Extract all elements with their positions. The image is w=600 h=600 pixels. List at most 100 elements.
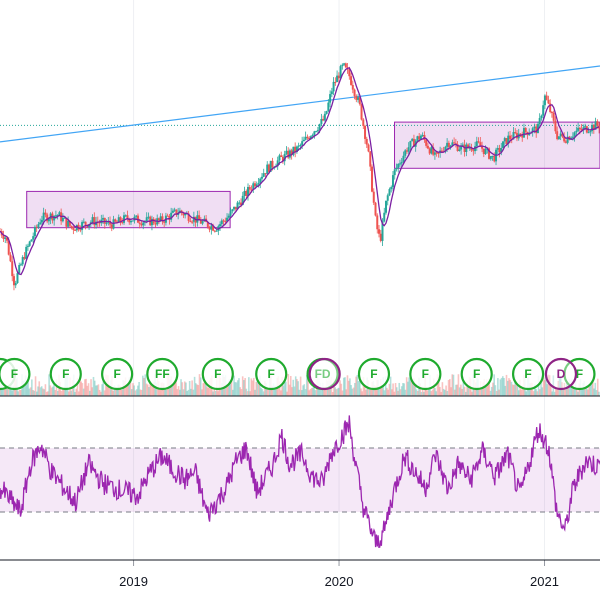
candle-body bbox=[440, 150, 443, 152]
volume-bar bbox=[117, 384, 119, 396]
volume-bar bbox=[423, 391, 425, 396]
volume-bar bbox=[183, 381, 186, 396]
candle-body bbox=[12, 276, 15, 286]
volume-bar bbox=[63, 388, 65, 396]
candle-body bbox=[437, 152, 440, 154]
candle-body bbox=[74, 229, 77, 231]
volume-bar bbox=[159, 389, 161, 396]
volume-bar bbox=[334, 387, 336, 396]
candle-body bbox=[596, 121, 599, 126]
candle-body bbox=[287, 150, 290, 158]
volume-bar bbox=[428, 388, 430, 396]
volume-bar bbox=[444, 389, 446, 396]
volume-bar bbox=[402, 383, 404, 396]
volume-bar bbox=[442, 388, 445, 396]
trendline bbox=[0, 65, 600, 143]
candle-body bbox=[509, 135, 511, 140]
volume-bar bbox=[386, 387, 388, 396]
candle-body bbox=[245, 190, 248, 196]
candle-body bbox=[285, 150, 288, 154]
volume-bar bbox=[185, 382, 187, 396]
volume-bar bbox=[387, 389, 389, 396]
volume-bar bbox=[214, 390, 217, 396]
dividend-marker bbox=[308, 357, 341, 391]
candle-body bbox=[493, 155, 496, 162]
volume-bar bbox=[76, 377, 79, 396]
volume-bar bbox=[497, 378, 499, 396]
volume-bar bbox=[502, 376, 504, 396]
volume-bar bbox=[410, 378, 413, 396]
volume-bar bbox=[457, 374, 460, 396]
volume-bar bbox=[127, 383, 129, 396]
candle-body bbox=[358, 97, 361, 105]
volume-bar bbox=[595, 390, 598, 396]
candle-body bbox=[297, 145, 300, 147]
candle-body bbox=[390, 187, 393, 190]
volume-bar bbox=[441, 382, 444, 396]
candle-body bbox=[371, 166, 374, 192]
candle-body bbox=[40, 219, 43, 223]
candle-body bbox=[388, 189, 391, 196]
candle-body bbox=[91, 217, 94, 223]
volume-bar bbox=[494, 385, 497, 396]
candle-body bbox=[168, 216, 171, 220]
candle-body bbox=[343, 63, 346, 65]
candle-body bbox=[540, 115, 543, 119]
volume-bar bbox=[309, 389, 312, 396]
candle-body bbox=[505, 138, 508, 144]
candle-body bbox=[591, 125, 594, 132]
volume-bar bbox=[238, 378, 240, 396]
volume-bar bbox=[39, 387, 42, 396]
candle-body bbox=[519, 133, 522, 135]
candle-body bbox=[447, 142, 450, 148]
candle-body bbox=[334, 81, 337, 83]
volume-bar bbox=[404, 389, 407, 396]
candle-body bbox=[161, 216, 164, 222]
volume-bar bbox=[466, 381, 468, 396]
volume-bar bbox=[461, 388, 463, 396]
volume-bar bbox=[251, 380, 254, 396]
earnings-marker-label: F bbox=[268, 367, 275, 381]
volume-bar bbox=[500, 377, 503, 396]
candle-body bbox=[383, 212, 386, 222]
volume-bar bbox=[564, 389, 567, 396]
volume-bar bbox=[447, 379, 450, 396]
earnings-marker bbox=[146, 357, 179, 391]
volume-bar bbox=[594, 382, 597, 396]
candle-body bbox=[571, 136, 574, 138]
volume-bar bbox=[425, 387, 428, 396]
candle-body bbox=[575, 130, 578, 133]
volume-bar bbox=[392, 383, 394, 396]
volume-bar bbox=[188, 381, 191, 396]
volume-bar bbox=[285, 381, 287, 396]
candle-body bbox=[259, 178, 262, 184]
candle-body bbox=[124, 215, 127, 217]
volume-bar bbox=[440, 391, 442, 396]
volume-bar bbox=[52, 386, 54, 396]
candle-body bbox=[154, 223, 157, 225]
volume-bar bbox=[403, 383, 405, 396]
volume-bar bbox=[556, 389, 558, 396]
volume-bar bbox=[465, 391, 467, 396]
volume-bar bbox=[139, 389, 142, 396]
volume-bar bbox=[125, 385, 128, 396]
volume-bar bbox=[204, 383, 207, 396]
volume-bar bbox=[79, 375, 81, 396]
volume-bar bbox=[302, 385, 304, 396]
volume-bar bbox=[202, 383, 205, 396]
candle-body bbox=[72, 227, 75, 230]
price-pane bbox=[0, 62, 600, 291]
volume-bar bbox=[381, 385, 383, 396]
candle-body bbox=[84, 221, 87, 225]
candle-body bbox=[5, 237, 8, 241]
candle-body bbox=[432, 147, 435, 155]
volume-bar bbox=[338, 387, 340, 396]
candle-body bbox=[425, 139, 428, 146]
volume-bar bbox=[346, 375, 349, 396]
candle-body bbox=[234, 206, 237, 210]
candle-body bbox=[552, 112, 555, 121]
volume-bar bbox=[344, 377, 346, 396]
volume-bar bbox=[555, 388, 557, 396]
earnings-marker-label: FF bbox=[155, 367, 170, 381]
candle-body bbox=[556, 131, 559, 140]
